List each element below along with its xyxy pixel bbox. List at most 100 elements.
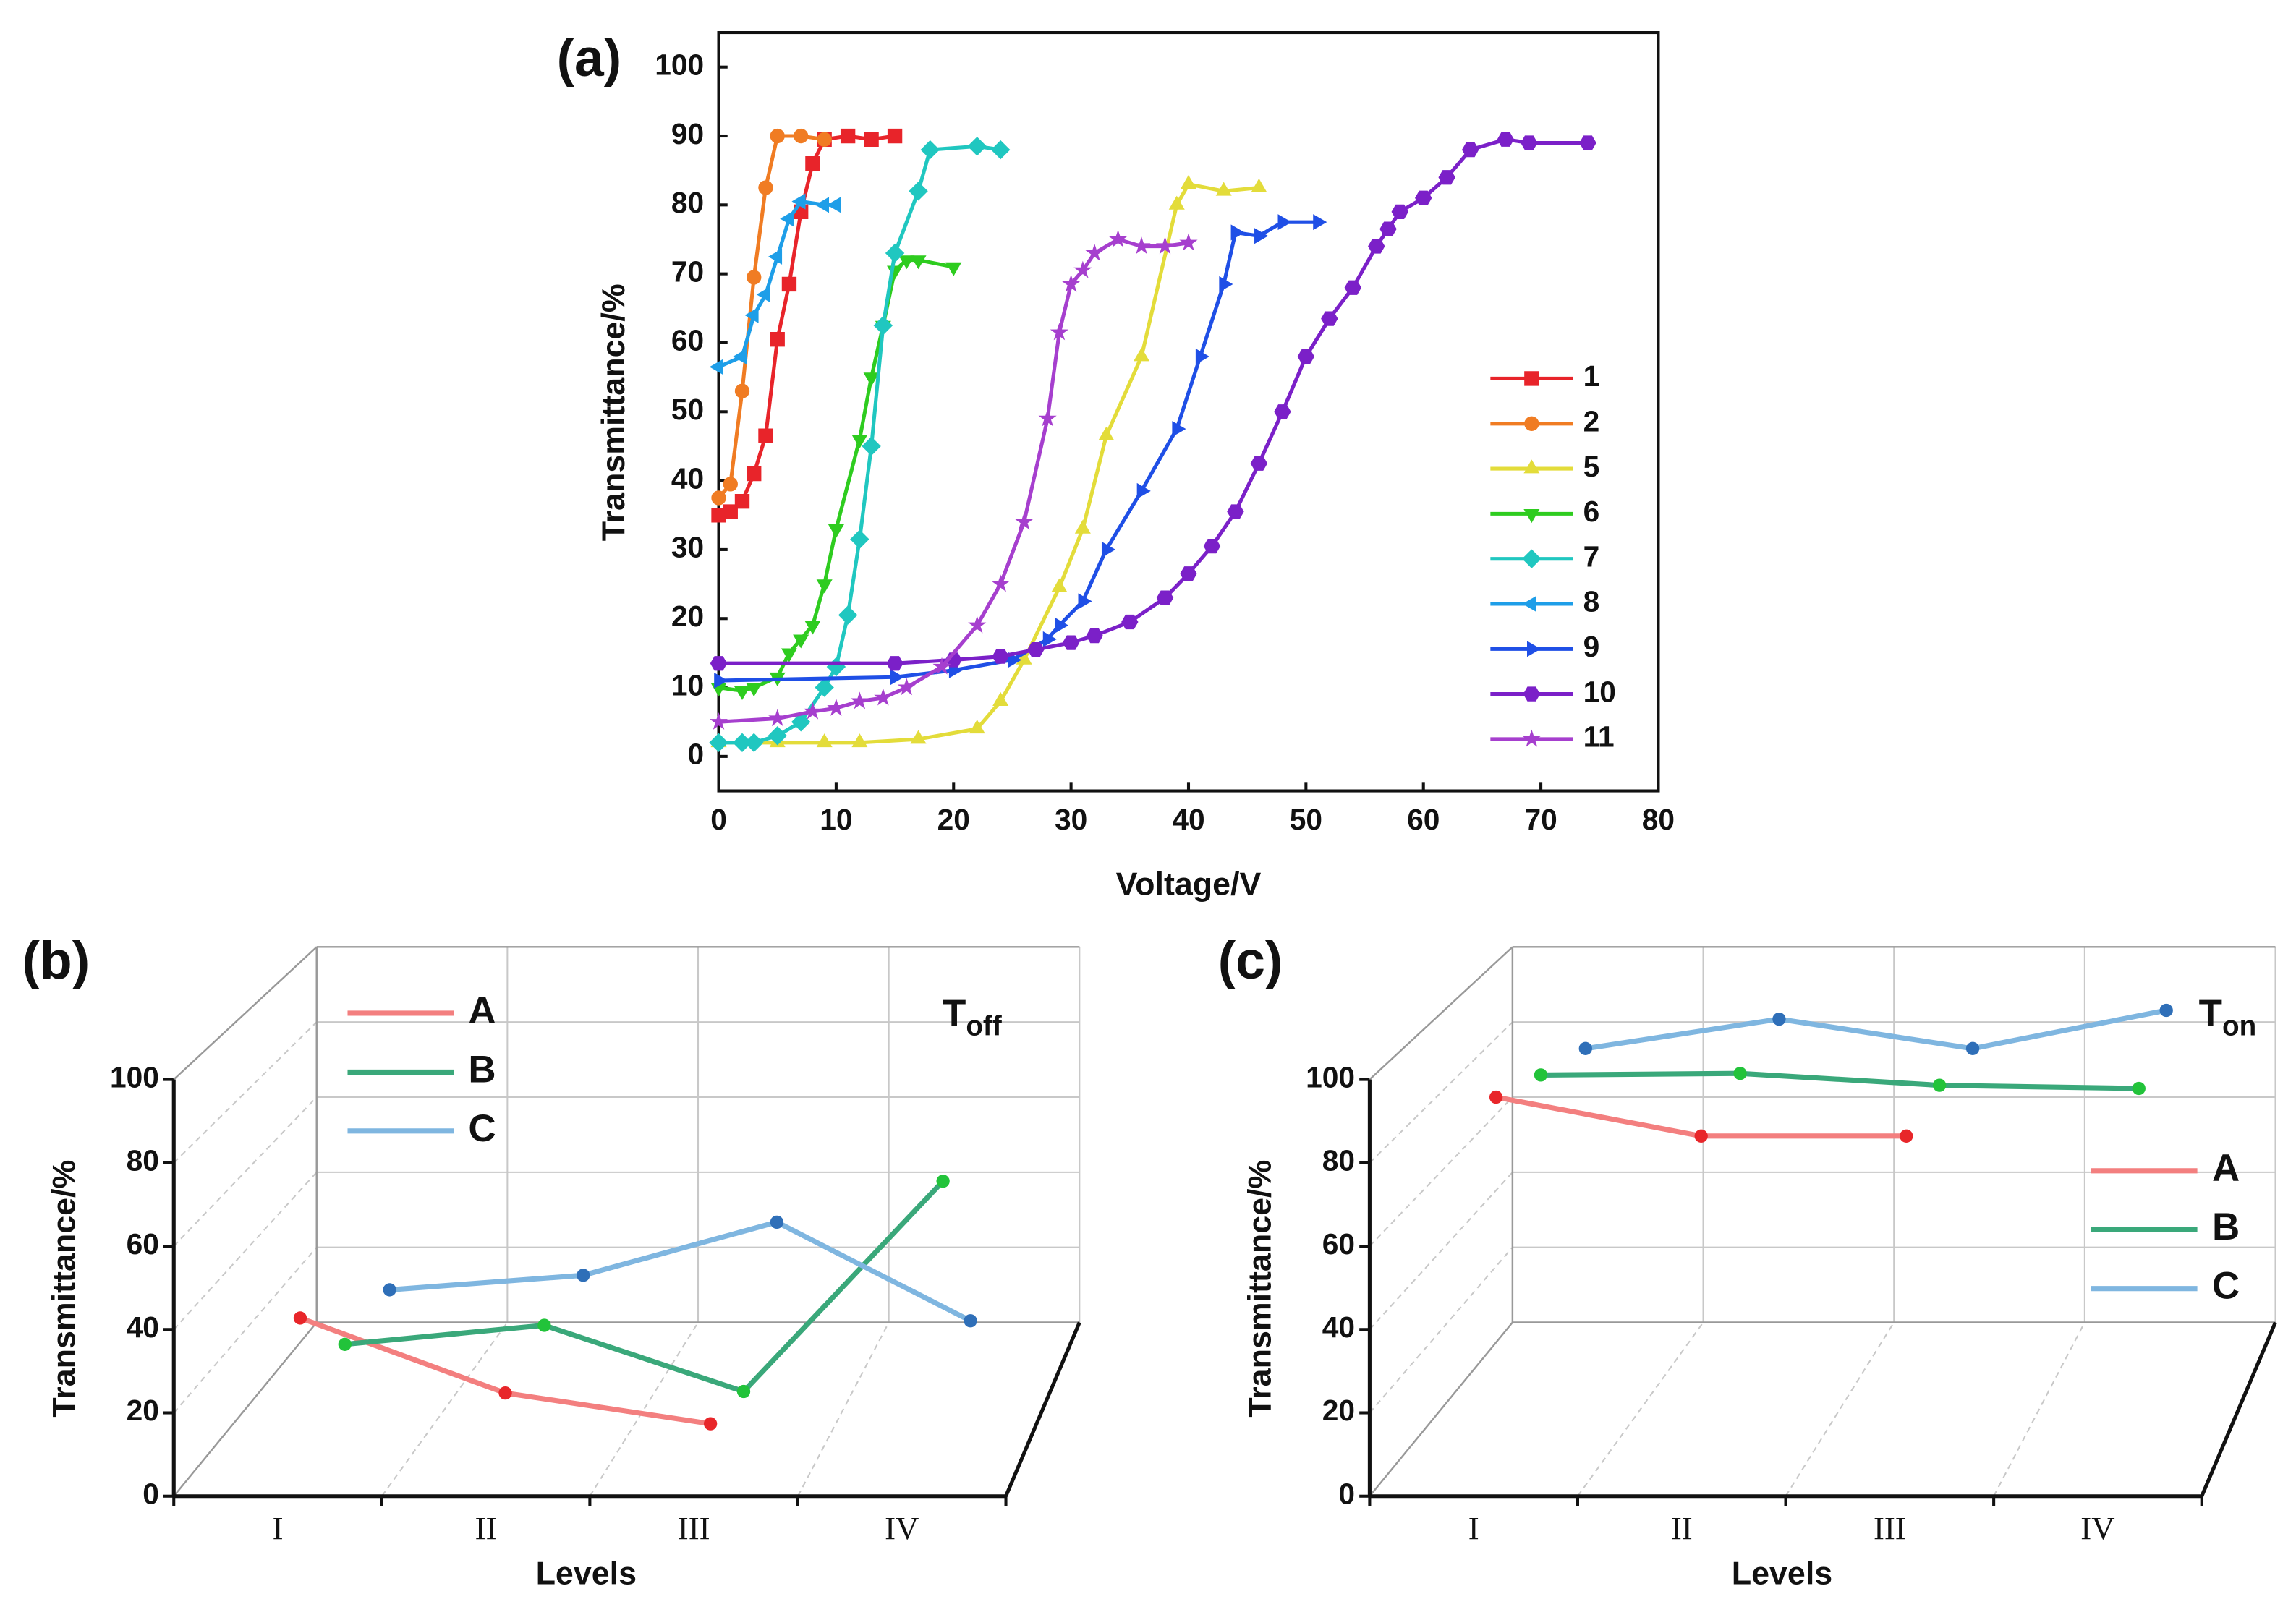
data-point [756,286,770,303]
data-point [1062,635,1080,650]
x-tick-label: 30 [1055,803,1087,836]
floor-grid [797,1322,890,1497]
grid-line [173,1247,318,1414]
data-point [768,709,787,727]
data-point [2132,1081,2146,1096]
back-edge [173,946,318,1080]
data-point [736,1384,751,1399]
data-point [293,1311,307,1325]
data-point [770,332,785,347]
x-tick-label: 80 [1642,803,1675,836]
y-tick-label: 60 [671,324,704,357]
x-axis-label: Levels [536,1556,637,1592]
data-point [711,490,726,506]
data-point [862,436,881,456]
data-point [383,1283,396,1297]
legend-marker [1522,549,1542,568]
y-tick-label: 80 [1322,1144,1355,1177]
data-point [969,720,985,734]
x-axis-label: Levels [1732,1556,1832,1592]
y-tick-label: 0 [143,1477,159,1510]
data-point [577,1269,590,1282]
data-point [850,691,869,709]
data-point [703,1417,718,1431]
x-tick-label: 60 [1407,803,1440,836]
data-point [1379,221,1397,236]
panel-label: (a) [557,28,622,88]
floor-grid [380,1321,509,1497]
data-point [791,193,806,210]
data-point [780,210,794,227]
annotation: Toff [943,992,1002,1042]
data-point [1203,539,1221,554]
floor-edge [2200,1321,2277,1497]
floor-grid [589,1321,699,1497]
legend-marker [1522,595,1536,612]
data-point [733,349,747,365]
legend-label: 6 [1583,495,1600,528]
floor-grid [1993,1322,2085,1497]
data-point [711,508,726,523]
y-tick-label: 60 [1322,1227,1355,1261]
data-point [1344,280,1362,295]
data-point [1900,1129,1913,1143]
data-point [746,683,762,697]
x-tick-label: I [273,1510,284,1546]
data-point [770,1215,784,1229]
y-tick-label: 40 [127,1310,159,1344]
data-point [805,155,820,171]
y-axis-label: Transmittance/% [595,284,632,541]
data-point [1121,614,1139,630]
data-point [1227,504,1244,519]
x-axis-label: Voltage/V [1116,866,1262,903]
data-point [1027,641,1045,657]
legend-label: 1 [1583,359,1600,393]
data-point [1489,1090,1503,1104]
data-point [936,1174,950,1188]
data-point [1073,260,1092,278]
data-point [909,182,928,201]
data-point [1219,276,1233,292]
legend-label: C [468,1107,496,1150]
data-point [1521,135,1538,150]
data-point [1038,409,1057,427]
data-point [991,574,1010,592]
data-point [827,698,846,716]
floor-grid [1785,1321,1895,1497]
data-point [747,466,762,482]
panel-label: (b) [22,931,90,990]
data-point [898,255,915,270]
y-tick-label: 50 [671,393,704,426]
data-point [967,137,987,156]
x-tick-label: 10 [820,803,852,836]
data-point [964,1314,977,1328]
y-tick-label: 0 [688,738,705,771]
x-tick-label: III [678,1510,710,1546]
y-tick-label: 70 [671,255,704,288]
y-tick-label: 30 [671,531,704,564]
grid-line [173,1172,318,1330]
annotation-main: T [943,992,966,1035]
x-tick-label: III [1874,1510,1906,1546]
legend-marker [1524,416,1539,431]
y-tick-label: 20 [127,1394,159,1427]
y-tick-label: 40 [1322,1310,1355,1344]
legend-marker [1527,641,1542,657]
data-point [1694,1129,1708,1143]
legend-marker [1523,509,1540,524]
legend-label: 8 [1583,585,1600,618]
data-point [498,1386,512,1400]
y-tick-label: 40 [671,461,704,495]
legend-label: 2 [1583,405,1600,438]
data-point [1108,229,1128,247]
data-point [1368,239,1385,254]
data-point [886,656,903,671]
series-line [718,182,1259,745]
data-point [1965,1041,1980,1056]
legend-label: A [2212,1147,2240,1190]
data-point [1497,132,1515,147]
data-point [747,270,762,285]
data-point [992,691,1009,706]
series-line [1585,1007,2167,1052]
annotation-main: T [2199,992,2222,1035]
